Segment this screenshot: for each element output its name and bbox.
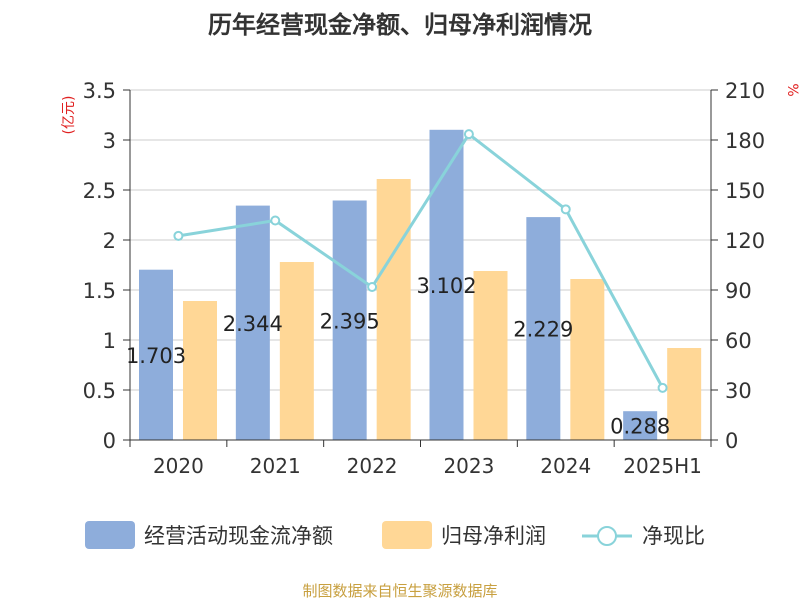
bar-cash-flow — [235, 205, 270, 440]
left-tick-label: 3.5 — [83, 79, 116, 103]
legend: 经营活动现金流净额 归母净利润 净现比 — [85, 521, 705, 549]
right-tick-label: 30 — [725, 379, 752, 403]
grid-lines — [130, 89, 711, 391]
data-label-cash-flow: 3.102 — [416, 274, 476, 298]
legend-swatch-cash-flow — [85, 521, 135, 549]
bar-cash-flow — [139, 269, 173, 440]
ratio-point — [270, 215, 281, 226]
data-label-cash-flow: 2.344 — [223, 312, 283, 336]
ratio-point — [367, 282, 378, 292]
legend-label-cash-flow: 经营活动现金流净额 — [144, 524, 333, 548]
bars — [139, 129, 702, 441]
legend-item-ratio[interactable]: 净现比 — [582, 524, 705, 548]
left-tick-label: 3 — [103, 129, 116, 153]
data-label-cash-flow: 2.395 — [320, 309, 380, 333]
left-axis-unit: (亿元) — [61, 96, 77, 135]
legend-item-cash-flow[interactable]: 经营活动现金流净额 — [85, 521, 333, 549]
left-tick-label: 2 — [103, 229, 116, 253]
x-category-label: 2023 — [443, 454, 494, 478]
source-note: 制图数据来自恒生聚源数据库 — [302, 582, 497, 600]
ratio-point — [173, 230, 184, 241]
left-tick-label: 1 — [103, 329, 116, 353]
legend-item-net-profit[interactable]: 归母净利润 — [382, 521, 546, 549]
legend-label-ratio: 净现比 — [642, 524, 705, 548]
left-tick-label: 1.5 — [83, 279, 116, 303]
left-tick-label: 2.5 — [83, 179, 116, 203]
right-tick-label: 90 — [725, 279, 752, 303]
x-category-label: 2024 — [540, 454, 591, 478]
bar-cash-flow — [332, 200, 367, 440]
legend-label-net-profit: 归母净利润 — [441, 524, 546, 548]
x-category-label: 2020 — [153, 454, 204, 478]
data-labels: 1.703 2.344 2.395 3.102 2.229 0.288 — [126, 274, 670, 439]
axes: 0 0 0.5 30 1 60 1.5 90 2 120 2.5 150 3 180 3.5 210 2020 2… — [83, 79, 766, 478]
data-label-cash-flow: 0.288 — [610, 415, 670, 439]
bar-cash-flow — [526, 217, 561, 440]
right-axis-unit: % — [784, 83, 800, 96]
x-category-label: 2022 — [347, 454, 398, 478]
bar-net-profit — [667, 348, 702, 440]
right-tick-label: 60 — [725, 329, 752, 353]
ratio-point — [463, 129, 474, 140]
left-tick-label: 0 — [103, 429, 116, 453]
legend-swatch-ratio-marker — [597, 526, 617, 546]
legend-swatch-net-profit — [382, 521, 432, 549]
chart-title: 历年经营现金净额、归母净利润情况 — [208, 11, 592, 39]
data-label-cash-flow: 2.229 — [513, 318, 573, 342]
ratio-line — [173, 129, 668, 393]
left-tick-label: 0.5 — [83, 379, 116, 403]
bar-net-profit — [376, 179, 411, 440]
x-category-label: 2025H1 — [623, 454, 702, 478]
data-label-cash-flow: 1.703 — [126, 344, 186, 368]
bar-net-profit — [279, 262, 314, 440]
ratio-polyline — [178, 131, 664, 389]
right-tick-label: 180 — [725, 129, 765, 153]
right-tick-label: 120 — [725, 229, 765, 253]
bar-cash-flow — [429, 129, 464, 441]
bar-net-profit — [570, 279, 605, 440]
right-tick-label: 210 — [725, 79, 765, 103]
bar-net-profit — [183, 301, 217, 440]
bar-net-profit — [473, 271, 508, 440]
bar-cash-flow — [623, 411, 658, 440]
x-category-label: 2021 — [250, 454, 301, 478]
ratio-point — [657, 382, 668, 393]
right-tick-label: 150 — [725, 179, 765, 203]
right-tick-label: 0 — [725, 429, 738, 453]
ratio-point — [560, 204, 571, 215]
